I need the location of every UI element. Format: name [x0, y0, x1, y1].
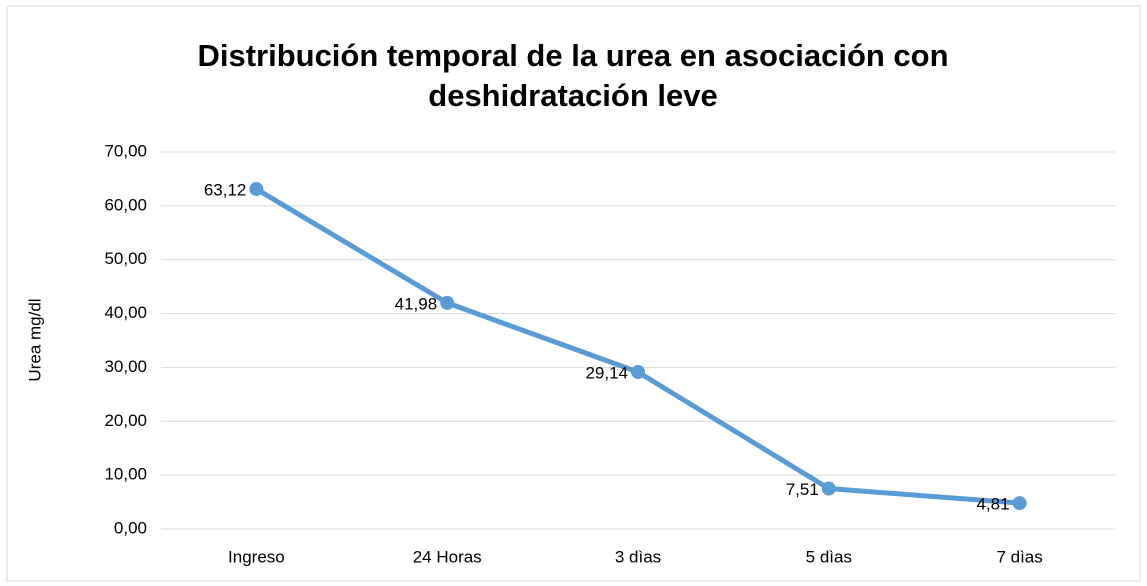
data-label: 63,12: [204, 181, 247, 200]
x-tick-label: 3 dìas: [615, 547, 661, 566]
chart-title: Distribución temporal de la urea en asoc…: [197, 38, 949, 113]
y-tick-label: 0,00: [114, 518, 147, 537]
data-label: 7,51: [786, 480, 819, 499]
x-tick-label: 5 dìas: [806, 547, 852, 566]
y-axis-label: Urea mg/dl: [25, 298, 44, 381]
point: [821, 481, 836, 496]
point: [440, 295, 455, 310]
y-tick-label: 50,00: [104, 249, 147, 268]
y-tick-label: 70,00: [104, 141, 147, 160]
x-tick-label: 7 dìas: [996, 547, 1042, 566]
y-tick-label: 60,00: [104, 195, 147, 214]
x-tick-label: 24 Horas: [413, 547, 482, 566]
data-label: 4,81: [977, 495, 1010, 514]
point: [631, 365, 645, 380]
y-tick-label: 20,00: [104, 411, 147, 430]
chart-border: [6, 5, 1141, 582]
data-label: 41,98: [395, 294, 438, 313]
x-tick-label: Ingreso: [228, 547, 285, 566]
point: [1012, 496, 1027, 511]
y-tick-label: 10,00: [104, 465, 147, 484]
y-tick-label: 40,00: [104, 303, 147, 322]
y-tick-label: 30,00: [104, 357, 147, 376]
point: [249, 182, 264, 197]
data-label: 29,14: [585, 364, 628, 383]
